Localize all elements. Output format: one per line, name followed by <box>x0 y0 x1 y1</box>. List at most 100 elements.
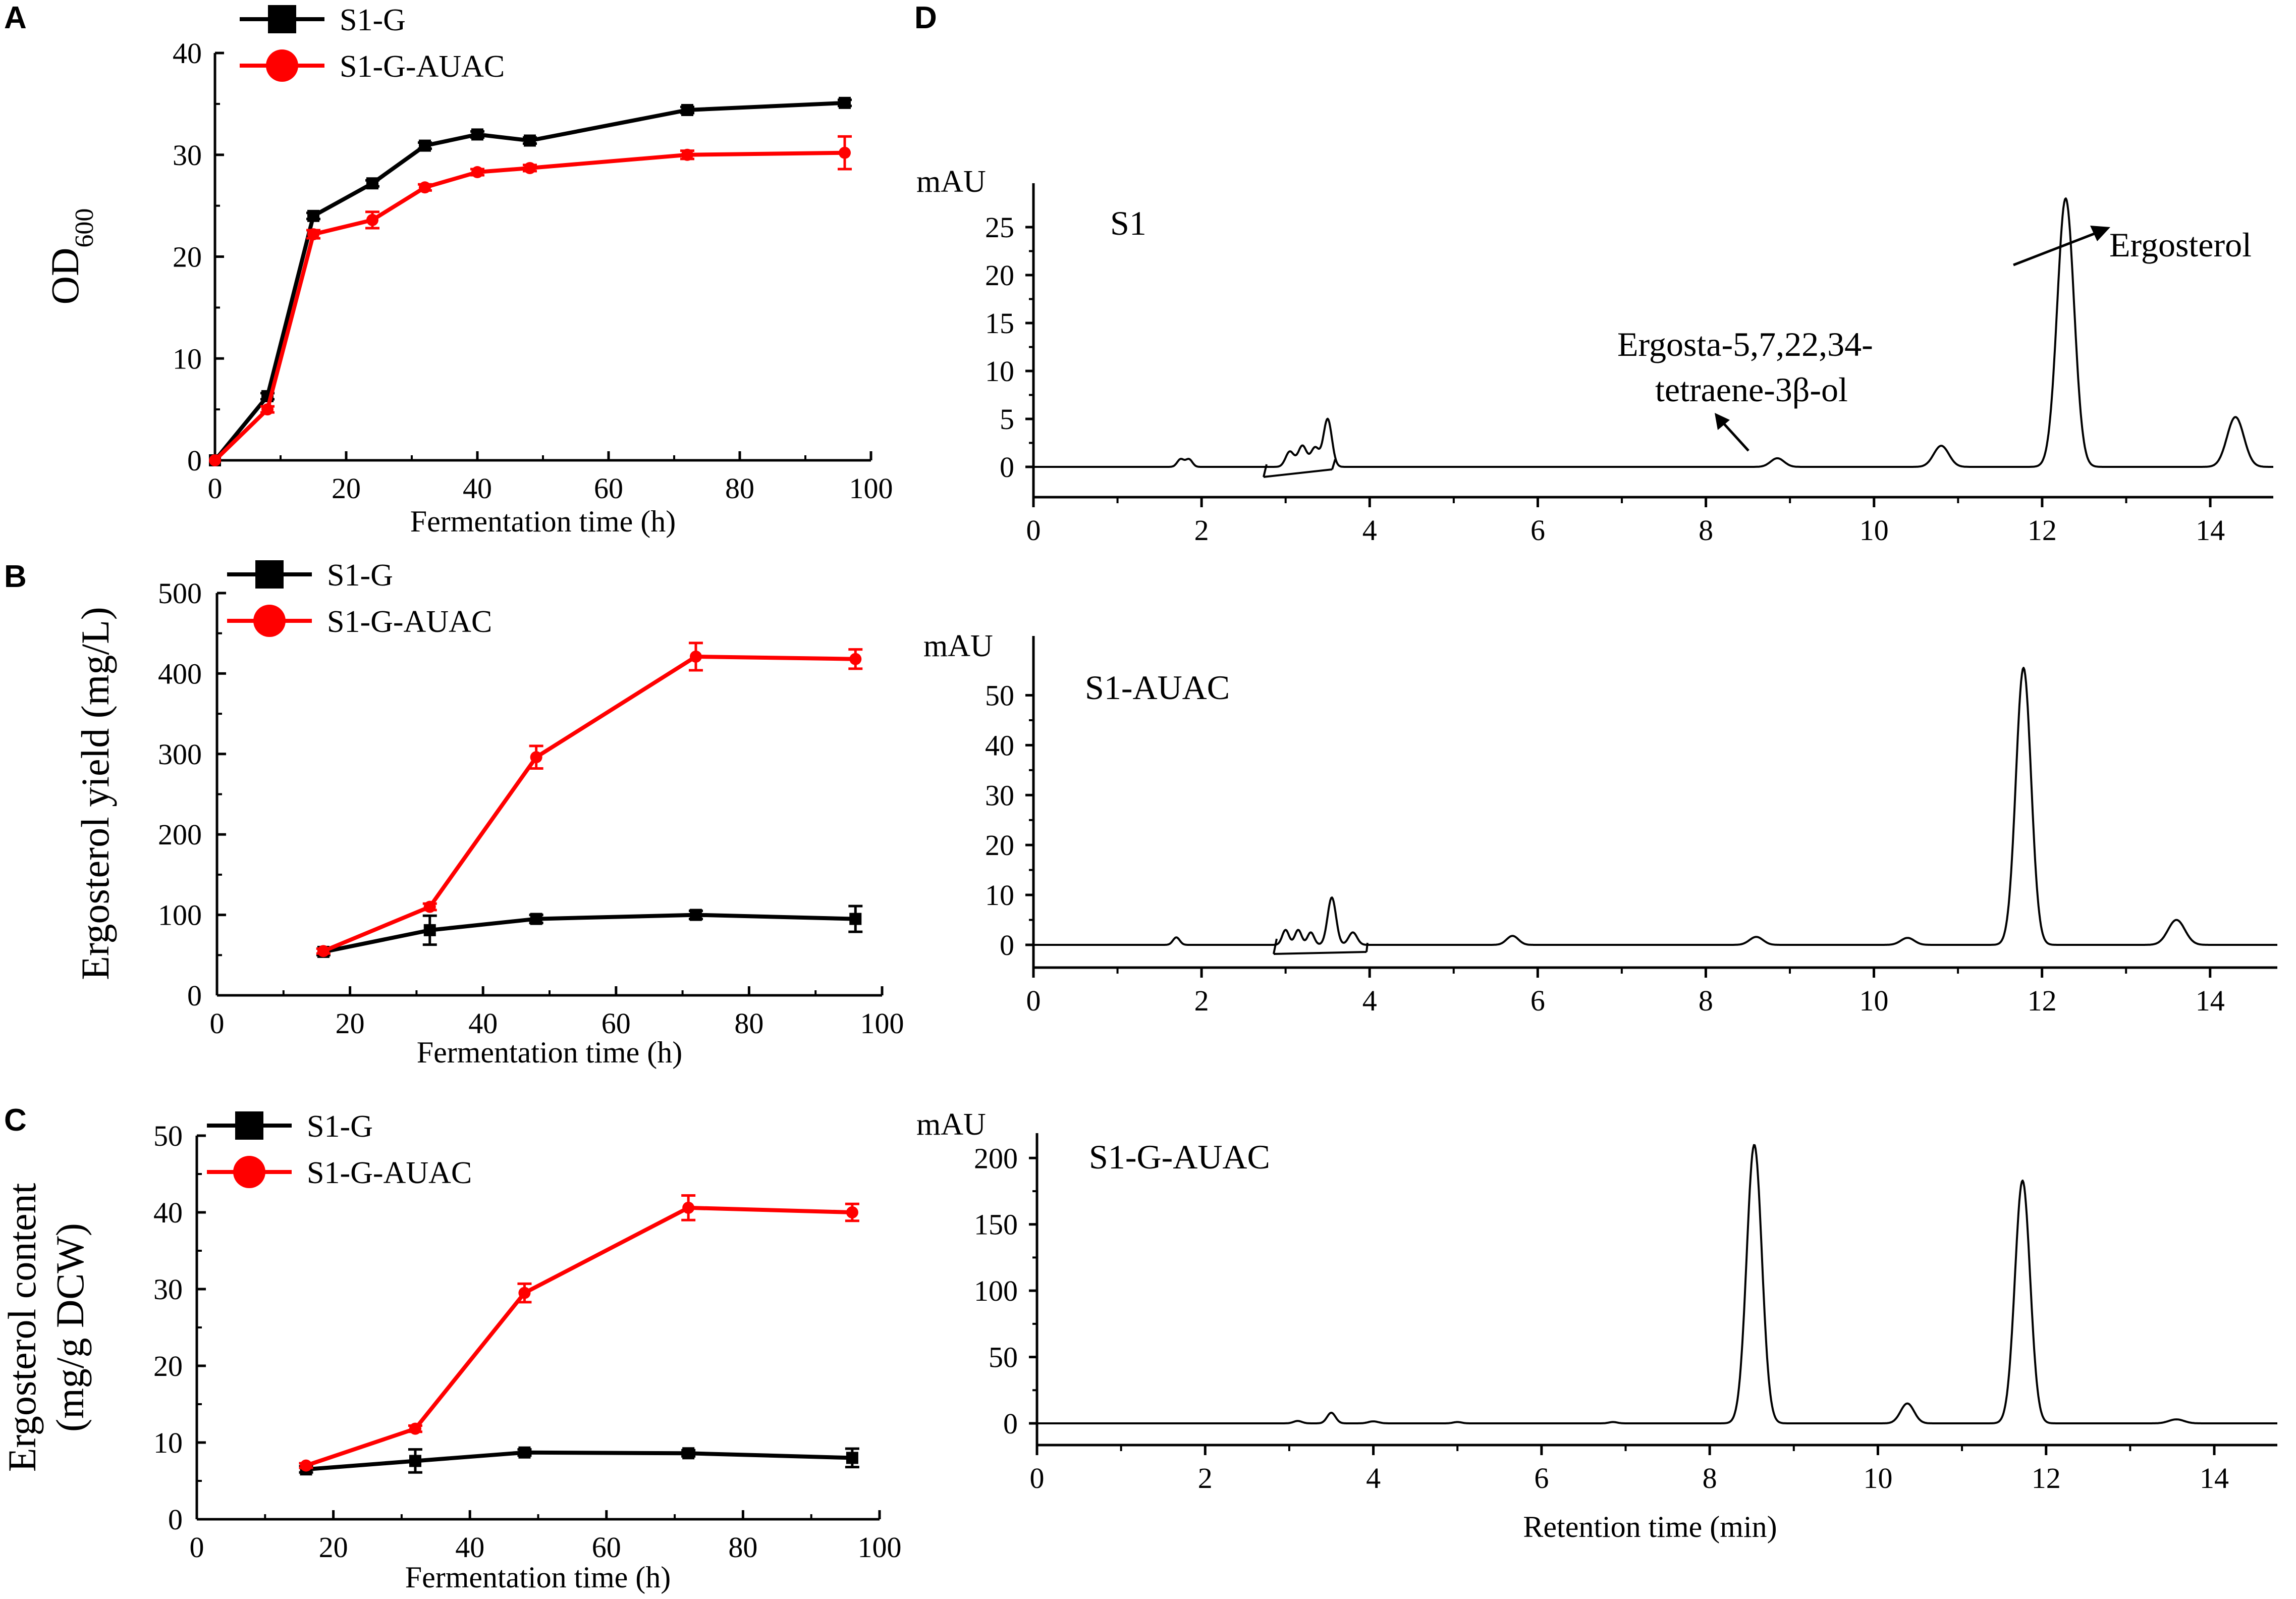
data-point-s1-g <box>839 96 851 109</box>
data-point-s1-g-auac <box>317 945 330 957</box>
y-tick-label: 50 <box>985 679 1014 712</box>
x-tick-label: 4 <box>1362 514 1377 547</box>
data-point-s1-g-auac <box>423 900 436 913</box>
y-tick-label: 200 <box>158 818 202 851</box>
x-tick-label: 40 <box>468 1007 498 1040</box>
chrom-s1-auac-unit-label: mAU <box>923 629 993 663</box>
x-tick-label: 60 <box>594 472 623 505</box>
x-tick-label: 60 <box>592 1531 621 1564</box>
data-point-s1-g-auac <box>839 146 851 159</box>
x-tick-label: 10 <box>1860 514 1889 547</box>
y-tick-label: 30 <box>173 139 202 172</box>
data-point-s1-g-auac <box>530 751 542 764</box>
x-tick-label: 20 <box>336 1007 365 1040</box>
x-tick-label: 0 <box>208 472 223 505</box>
y-tick-label: 40 <box>985 729 1014 762</box>
legend-label: S1-G-AUAC <box>307 1156 472 1190</box>
series-line-s1-g-auac <box>322 654 856 953</box>
x-tick-label: 12 <box>2028 514 2057 547</box>
x-tick-label: 2 <box>1194 984 1209 1017</box>
x-tick-label: 10 <box>1863 1462 1892 1495</box>
y-tick-label: 150 <box>974 1208 1018 1241</box>
data-point-s1-g-auac <box>518 1287 531 1299</box>
x-tick-label: 0 <box>210 1007 225 1040</box>
y-tick-label: 300 <box>158 738 202 771</box>
x-tick-label: 10 <box>1860 984 1889 1017</box>
data-point-s1-g <box>307 209 319 222</box>
chromatogram-trace <box>1036 1144 2278 1424</box>
legend-label: S1-G <box>327 558 393 593</box>
x-tick-label: 100 <box>858 1531 902 1564</box>
ergosterol-arrow <box>2013 226 2110 266</box>
y-tick-label: 40 <box>153 1196 183 1229</box>
y-tick-label: 0 <box>1003 1407 1018 1440</box>
x-tick-label: 40 <box>455 1531 484 1564</box>
chromatogram-trace <box>1033 197 2274 468</box>
data-point-s1-g-auac <box>261 403 274 416</box>
x-tick-label: 2 <box>1194 514 1209 547</box>
x-tick-label: 60 <box>602 1007 631 1040</box>
data-point-s1-g <box>682 1447 695 1460</box>
data-point-s1-g-auac <box>471 166 483 179</box>
legend-marker-square <box>268 5 296 33</box>
data-point-s1-g-auac <box>689 650 702 663</box>
ergosterol-annotation: Ergosterol <box>2109 226 2252 264</box>
y-tick-label: 5 <box>1000 403 1014 436</box>
chrom-s1-unit-label: mAU <box>916 165 986 199</box>
data-point-s1-g-auac <box>307 228 319 241</box>
x-tick-label: 8 <box>1699 984 1713 1017</box>
series-line-s1-g <box>323 913 856 954</box>
panel-b-y-label: Ergosterol yield (mg/L) <box>73 607 117 980</box>
panel-c-y-label-line2: (mg/g DCW) <box>48 1223 92 1432</box>
chromatogram-s1-g-auac: mAU S1-G-AUAC Retention time (min) 0 2 4 6 8… <box>916 1107 2278 1543</box>
x-tick-label: 14 <box>2200 1462 2229 1495</box>
data-point-s1-g <box>846 1452 858 1464</box>
panel-a-label: A <box>4 1 27 35</box>
ergosta-tetraene-annotation-line1: Ergosta-5,7,22,34- <box>1617 325 1873 363</box>
x-tick-label: 40 <box>463 472 492 505</box>
y-tick-label: 30 <box>985 779 1014 812</box>
panel-a-od600-chart: A Fermentation time (h) OD600 0 20 40 60 80 1… <box>4 1 893 538</box>
series-line-s1-g <box>213 100 845 462</box>
x-tick-label: 8 <box>1699 514 1713 547</box>
data-point-s1-g <box>518 1446 531 1459</box>
x-tick-label: 4 <box>1366 1462 1381 1495</box>
data-point-s1-g-auac <box>366 214 378 226</box>
legend-label: S1-G-AUAC <box>340 49 505 84</box>
panel-b-ergosterol-yield-chart: B Fermentation time (h) Ergosterol yield… <box>4 558 904 1069</box>
data-point-s1-g-auac <box>846 1206 858 1218</box>
x-tick-label: 14 <box>2196 514 2225 547</box>
x-tick-label: 100 <box>849 472 893 505</box>
panel-a-y-label: OD600 <box>43 208 99 305</box>
x-tick-label: 0 <box>1030 1462 1045 1495</box>
data-point-s1-g-auac <box>419 181 431 194</box>
legend-marker-circle <box>266 49 298 82</box>
y-tick-label: 50 <box>153 1120 183 1152</box>
data-point-s1-g <box>471 128 483 141</box>
data-point-s1-g <box>423 924 436 936</box>
chrom-s1-g-auac-unit-label: mAU <box>916 1107 986 1142</box>
y-tick-label: 0 <box>168 1503 183 1536</box>
y-tick-label: 0 <box>187 444 202 477</box>
y-tick-label: 10 <box>985 355 1014 388</box>
data-point-s1-g <box>689 909 702 921</box>
y-tick-label: 100 <box>974 1274 1018 1307</box>
x-tick-label: 100 <box>860 1007 904 1040</box>
x-tick-label: 6 <box>1534 1462 1549 1495</box>
x-tick-label: 0 <box>1026 984 1041 1017</box>
panel-d-x-label: Retention time (min) <box>1523 1510 1777 1543</box>
panel-c-ergosterol-content-chart: C Fermentation time (h) Ergosterol conte… <box>0 1103 902 1594</box>
y-tick-label: 10 <box>985 879 1014 912</box>
x-tick-label: 12 <box>2032 1462 2061 1495</box>
y-tick-label: 20 <box>985 259 1014 292</box>
x-tick-label: 2 <box>1198 1462 1213 1495</box>
series-line-s1-g-auac <box>305 1205 852 1468</box>
chrom-s1-g-auac-sample-label: S1-G-AUAC <box>1089 1138 1270 1176</box>
legend-marker-circle <box>233 1156 265 1188</box>
data-point-s1-g <box>366 177 378 190</box>
y-tick-label: 0 <box>1000 929 1014 962</box>
data-point-s1-g-auac <box>682 1201 695 1214</box>
data-point-s1-g <box>681 103 693 116</box>
chrom-s1-sample-label: S1 <box>1110 204 1146 242</box>
panel-d-hplc-chromatograms: D mAU S1 Ergosterol Ergosta-5,7,22,34- t… <box>914 1 2278 1543</box>
